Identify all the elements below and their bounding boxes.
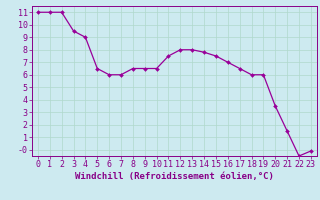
X-axis label: Windchill (Refroidissement éolien,°C): Windchill (Refroidissement éolien,°C) — [75, 172, 274, 181]
